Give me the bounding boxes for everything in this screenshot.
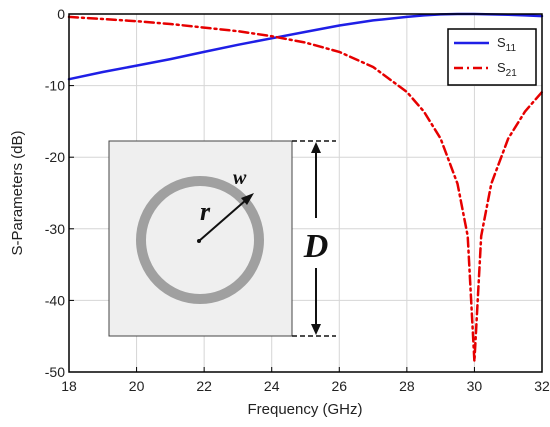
legend-box: [447, 28, 537, 86]
dimension-arrowhead-bottom: [311, 324, 321, 335]
x-tick-label: 24: [264, 378, 280, 394]
radius-arrow: [198, 199, 247, 242]
x-tick-label: 32: [534, 378, 550, 394]
series-line-s21: [67, 15, 544, 363]
ring-element: [136, 176, 264, 304]
y-tick-label: -20: [45, 149, 65, 165]
x-tick-label: 20: [129, 378, 145, 394]
plot-frame: [68, 13, 543, 373]
x-tick-label: 26: [331, 378, 347, 394]
radius-label: r: [200, 197, 211, 226]
legend-label-s21: S21: [497, 60, 517, 79]
width-label: w: [233, 167, 247, 189]
dimension-label: D: [303, 228, 329, 265]
legend-label-s11-sub: 11: [506, 43, 517, 54]
y-tick-label: -40: [45, 292, 65, 308]
legend-label-s11-main: S: [497, 35, 506, 50]
axis-ticks: 18 20 22 24 26 28 30 32 0 -10 -20 -30 -40 -50: [45, 6, 550, 394]
y-tick-label: 0: [57, 6, 65, 22]
legend-label-s21-main: S: [497, 60, 506, 75]
legend: S11 S21: [447, 28, 537, 86]
radius-arrowhead: [241, 193, 254, 205]
y-tick-label: -10: [45, 78, 65, 94]
x-axis-title: Frequency (GHz): [247, 401, 362, 418]
x-tick-label: 30: [467, 378, 483, 394]
dimension-arrowhead-top: [311, 142, 321, 153]
x-tick-label: 22: [196, 378, 212, 394]
y-axis-title: S-Parameters (dB): [9, 130, 26, 255]
y-tick-label: -50: [45, 364, 65, 380]
legend-label-s21-sub: 21: [506, 68, 518, 79]
x-tick-label: 28: [399, 378, 415, 394]
center-dot: [197, 239, 201, 243]
ring-resonator-inset: r w D: [108, 140, 336, 337]
legend-label-s11: S11: [497, 35, 516, 54]
x-tick-label: 18: [61, 378, 77, 394]
y-tick-label: -30: [45, 221, 65, 237]
